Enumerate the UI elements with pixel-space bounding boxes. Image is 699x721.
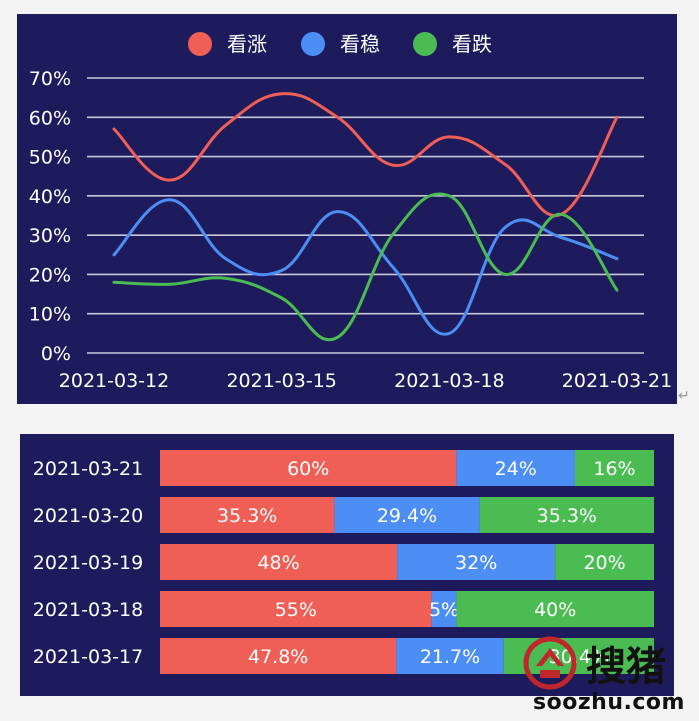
category-label: 2021-03-19 [33, 552, 143, 574]
bar-segment [479, 497, 654, 533]
bar-value-label: 32% [455, 552, 497, 574]
x-tick-label: 2021-03-18 [394, 370, 504, 392]
paragraph-return-mark: ↵ [678, 388, 690, 404]
bar-segment [456, 591, 654, 627]
x-tick-label: 2021-03-15 [226, 370, 336, 392]
bar-value-label: 55% [275, 599, 317, 621]
bar-segment [160, 497, 335, 533]
category-label: 2021-03-20 [33, 505, 143, 527]
y-tick-label: 10% [29, 304, 71, 326]
bar-segment [160, 544, 398, 580]
bar-value-label: 5% [429, 599, 459, 621]
bar-segment [431, 591, 457, 627]
bar-segment [555, 544, 654, 580]
category-label: 2021-03-18 [33, 599, 143, 621]
bar-segment [397, 544, 556, 580]
category-label: 2021-03-21 [33, 458, 143, 480]
soozhu-url: soozhu.com [533, 690, 685, 715]
bar-segment [160, 450, 457, 486]
series-line-看跌 [112, 192, 619, 342]
y-tick-label: 50% [29, 147, 71, 169]
series-line-看稳 [112, 198, 619, 336]
bar-value-label: 29.4% [377, 505, 437, 527]
bar-value-label: 35.3% [217, 505, 277, 527]
legend-marker [301, 32, 325, 56]
y-tick-label: 30% [29, 225, 71, 247]
bar-value-label: 24% [495, 458, 537, 480]
y-tick-label: 60% [29, 107, 71, 129]
line-chart-panel: 0% 10% 20% 30% 40% 50% 60% 70% 2021-03-12 2021-03… [17, 14, 677, 404]
bar-segment [456, 450, 575, 486]
x-tick-label: 2021-03-12 [59, 370, 169, 392]
bar-segment [574, 450, 654, 486]
soozhu-logo-text: 搜猪 [586, 643, 666, 690]
legend-marker [188, 32, 212, 56]
legend-label: 看跌 [452, 32, 492, 56]
bar-value-label: 60% [287, 458, 329, 480]
bar-segment [396, 638, 504, 674]
y-tick-label: 20% [29, 264, 71, 286]
category-label: 2021-03-17 [33, 646, 143, 668]
stacked-bar-chart-panel: 2021-03-21 60% 24% 16% 2021-03-20 35.3% 29.4% 3… [20, 434, 674, 696]
bar-value-label: 35.3% [537, 505, 597, 527]
line-chart: 0% 10% 20% 30% 40% 50% 60% 70% 2021-03-12 2021-03… [29, 32, 672, 392]
bar-value-label: 21.7% [420, 646, 480, 668]
bar-value-label: 48% [257, 552, 299, 574]
bar-value-label: 47.8% [248, 646, 308, 668]
legend-label: 看涨 [227, 32, 267, 56]
legend-marker [413, 32, 437, 56]
soozhu-watermark: 搜猪 soozhu.com [520, 632, 698, 718]
bar-segment [160, 638, 397, 674]
bar-segment [334, 497, 480, 533]
legend-label: 看稳 [340, 32, 380, 56]
y-tick-label: 70% [29, 68, 71, 90]
soozhu-logo-icon: 搜猪 [523, 636, 666, 690]
series-line-看涨 [112, 92, 619, 218]
y-tick-label: 0% [41, 343, 71, 365]
bar-value-label: 16% [593, 458, 635, 480]
bar-value-label: 40% [534, 599, 576, 621]
bar-segment [160, 591, 432, 627]
bar-value-label: 30.4% [549, 646, 609, 668]
stacked-bar-chart: 2021-03-21 60% 24% 16% 2021-03-20 35.3% 29.4% 3… [33, 450, 654, 674]
y-tick-label: 40% [29, 186, 71, 208]
x-tick-label: 2021-03-21 [562, 370, 672, 392]
bar-value-label: 20% [583, 552, 625, 574]
